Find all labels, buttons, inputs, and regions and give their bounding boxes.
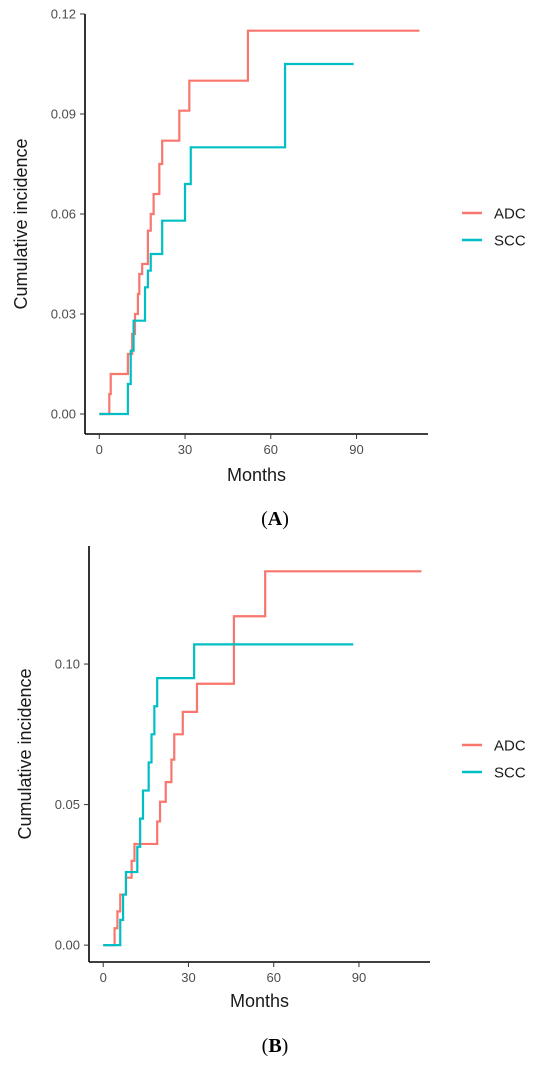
legend-label-scc: SCC	[494, 233, 526, 250]
y-axis-title-b: Cumulative incidence	[15, 668, 35, 839]
x-tick-label: 60	[264, 442, 278, 457]
y-tick-label: 0.05	[55, 797, 80, 812]
x-tick-label: 90	[349, 442, 363, 457]
y-tick-label: 0.03	[51, 307, 76, 322]
y-tick-label: 0.09	[51, 107, 76, 122]
legend-a: ADC SCC	[462, 206, 526, 250]
panel-label-b-letter: B	[268, 1035, 281, 1057]
series-line-adc-a	[99, 29, 420, 416]
plot-area-b: 0 30 60 90 0.00 0.05 0.10	[55, 546, 430, 985]
series-line-scc-a	[99, 62, 354, 416]
panel-label-a: (A)	[261, 508, 289, 530]
x-tick-label: 30	[178, 442, 192, 457]
series-line-scc-b	[103, 643, 354, 947]
x-tick-label: 90	[352, 970, 366, 985]
x-tick-label: 0	[96, 442, 103, 457]
legend-label-adc: ADC	[494, 206, 526, 223]
panel-label-a-letter: A	[268, 508, 283, 530]
x-tick-label: 60	[266, 970, 280, 985]
x-axis-title-b: Months	[230, 991, 289, 1011]
legend-b: ADC SCC	[462, 738, 526, 782]
y-tick-label: 0.00	[55, 938, 80, 953]
y-tick-label: 0.06	[51, 207, 76, 222]
panel-a: 0 30 60 90 0.00 0.03 0.06 0.09 0.12 ADC SCC Month…	[11, 7, 526, 531]
legend-label-scc: SCC	[494, 765, 526, 782]
x-tick-label: 0	[100, 970, 107, 985]
x-tick-label: 30	[181, 970, 195, 985]
y-tick-label: 0.10	[55, 657, 80, 672]
y-tick-label: 0.00	[51, 407, 76, 422]
panel-label-b: (B)	[262, 1035, 289, 1057]
panel-b: 0 30 60 90 0.00 0.05 0.10 ADC SCC Months Cumula…	[15, 546, 526, 1057]
series-line-adc-b	[103, 570, 422, 947]
plot-area-a: 0 30 60 90 0.00 0.03 0.06 0.09 0.12	[51, 7, 428, 457]
y-axis-title-a: Cumulative incidence	[11, 138, 31, 309]
x-axis-title-a: Months	[227, 465, 286, 485]
legend-label-adc: ADC	[494, 738, 526, 755]
y-tick-label: 0.12	[51, 7, 76, 22]
